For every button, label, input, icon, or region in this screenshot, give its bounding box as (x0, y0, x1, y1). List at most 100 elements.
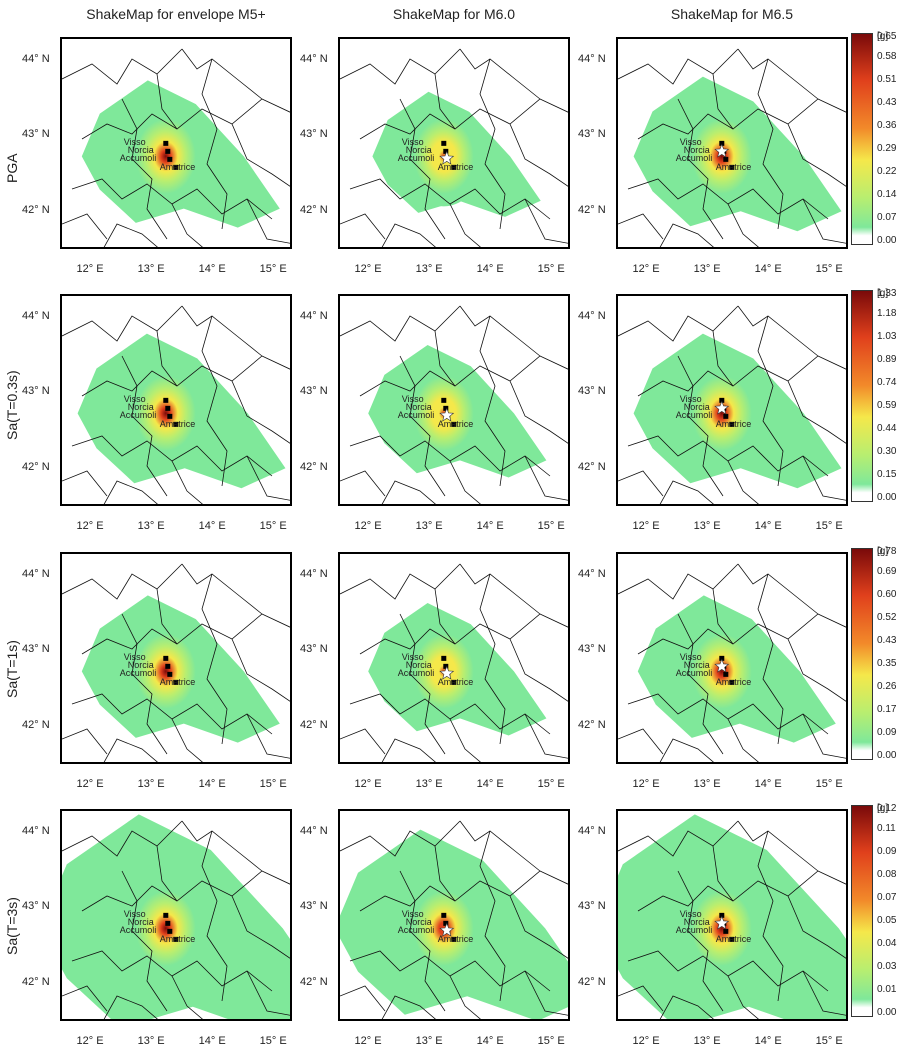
city-label: Accumoli (397, 153, 435, 164)
x-tick-label: 13° E (693, 520, 721, 532)
city-label: Norcia (127, 660, 154, 671)
region-boundary (677, 613, 724, 755)
city-marker (723, 928, 729, 934)
row-label: Sa(T=0.3s) (4, 370, 20, 440)
x-tick-label: 15° E (815, 520, 843, 532)
colorbar-tick: 0.12 (877, 803, 897, 814)
x-tick-label: 15° E (815, 1035, 843, 1047)
x-tick-label: 14° E (476, 263, 504, 275)
region-boundary (787, 123, 846, 187)
epicenter-star-icon (439, 665, 455, 680)
y-tick-label: 44° N (22, 567, 50, 580)
x-tick-label: 14° E (198, 520, 226, 532)
region-boundary (459, 563, 541, 615)
intensity-hotspot (681, 621, 762, 722)
region-boundary (509, 123, 568, 187)
city-marker (165, 405, 171, 411)
x-tick-label: 13° E (137, 1035, 165, 1047)
city-marker (723, 156, 729, 162)
region-boundary (509, 380, 568, 444)
region-boundary (62, 470, 108, 497)
region-boundary (737, 820, 819, 872)
y-tick-label: 43° N (22, 385, 50, 398)
region-boundary (231, 638, 290, 702)
region-boundary (787, 380, 846, 444)
region-boundary (201, 315, 228, 487)
city-marker (451, 679, 457, 685)
shakemap-panel: Visso Norcia Accumoli Amatrice (60, 37, 292, 249)
region-boundary (659, 223, 714, 247)
city-label: Accumoli (119, 668, 157, 679)
city-marker (719, 912, 725, 918)
region-boundary (340, 305, 461, 342)
city-label: Norcia (683, 917, 710, 928)
city-marker (167, 671, 173, 677)
region-boundary (62, 213, 108, 240)
region-boundary (659, 480, 714, 504)
region-boundary (62, 820, 183, 857)
shakemap-panel: Visso Norcia Accumoli Amatrice (60, 552, 292, 764)
column-title: ShakeMap for envelope M5+ (86, 6, 266, 22)
colorbar-tick: 0.07 (877, 212, 897, 224)
x-tick-label: 15° E (259, 778, 287, 790)
city-label: Norcia (405, 402, 432, 413)
colorbar-tick: 0.65 (877, 31, 897, 42)
region-boundary (340, 985, 386, 1012)
x-tick-label: 13° E (137, 778, 165, 790)
city-label: Amatrice (715, 934, 752, 945)
region-boundary (399, 613, 446, 755)
y-tick-label: 43° N (300, 385, 328, 398)
shakemap-panel: Visso Norcia Accumoli Amatrice (338, 809, 570, 1021)
city-marker (441, 397, 447, 403)
region-boundary (62, 985, 108, 1012)
region-boundary (524, 198, 568, 244)
shakemap-svg (62, 814, 290, 1019)
shakemap-svg (62, 563, 290, 762)
x-tick-label: 12° E (76, 778, 104, 790)
city-label: Visso (123, 652, 146, 663)
y-tick-label: 42° N (22, 976, 50, 989)
colorbar-tick: 0.17 (877, 704, 897, 716)
city-label: Visso (401, 137, 424, 148)
region-boundary (618, 728, 664, 755)
city-marker (173, 936, 179, 942)
city-label: Visso (679, 394, 702, 405)
region-boundary (618, 470, 664, 497)
y-tick-label: 44° N (578, 824, 606, 837)
y-tick-label: 43° N (578, 900, 606, 913)
intensity-hotspot (681, 106, 762, 207)
city-label: Amatrice (715, 677, 752, 688)
city-marker (167, 928, 173, 934)
city-label: Norcia (683, 145, 710, 156)
city-label: Amatrice (437, 419, 474, 430)
shakemap-panel: Visso Norcia Accumoli Amatrice (616, 809, 848, 1021)
epicenter-star-icon (714, 915, 730, 930)
city-label: Visso (123, 909, 146, 920)
shakemap-svg (618, 814, 846, 1019)
region-boundary (479, 830, 506, 1002)
x-tick-label: 13° E (415, 778, 443, 790)
region-boundary (381, 738, 436, 762)
colorbar-tick: 0.60 (877, 589, 897, 601)
x-tick-label: 13° E (415, 520, 443, 532)
city-label: Norcia (405, 145, 432, 156)
colorbar-tick: 0.01 (877, 984, 897, 996)
shakemap-panel: Visso Norcia Accumoli Amatrice (60, 294, 292, 506)
region-boundary (340, 48, 461, 85)
region-boundary (181, 563, 263, 615)
y-tick-label: 42° N (578, 461, 606, 474)
y-tick-label: 44° N (300, 52, 328, 65)
region-boundary (231, 380, 290, 444)
x-tick-label: 15° E (815, 263, 843, 275)
x-tick-label: 13° E (415, 263, 443, 275)
intensity-hotspot (125, 363, 206, 464)
city-marker (451, 936, 457, 942)
colorbar-tick: 0.36 (877, 120, 897, 132)
row-label: Sa(T=3s) (4, 897, 20, 955)
city-marker (173, 421, 179, 427)
region-boundary (727, 460, 759, 504)
region-boundary (156, 588, 178, 645)
colorbar-tick: 0.29 (877, 143, 897, 155)
epicenter-star-icon (439, 922, 455, 937)
x-tick-label: 12° E (76, 263, 104, 275)
